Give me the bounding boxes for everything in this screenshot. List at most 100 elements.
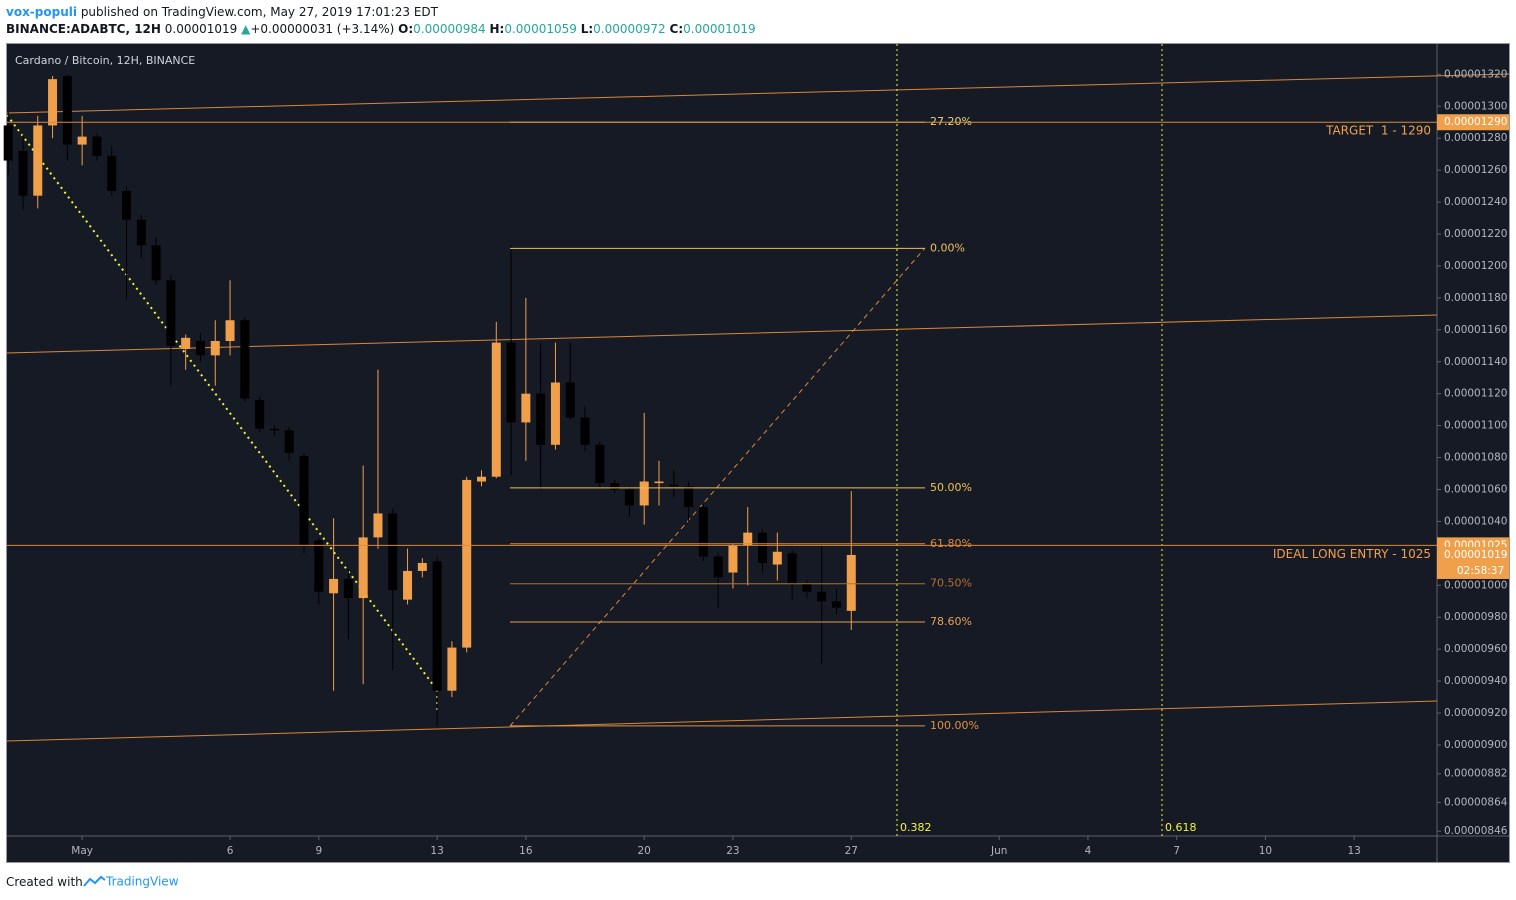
candle-body <box>299 455 309 546</box>
candle-body <box>329 578 339 594</box>
fib-label: 100.00% <box>930 719 979 732</box>
candle-body <box>802 583 812 592</box>
time-fib-label: 0.382 <box>900 821 932 834</box>
candle-body <box>758 532 768 563</box>
candle-body <box>33 125 43 196</box>
y-tick-label: 0.00001320 <box>1444 68 1507 80</box>
y-tick-label: 0.00001060 <box>1444 484 1507 496</box>
y-tick-label: 0.00001120 <box>1444 388 1507 400</box>
x-tick-label: 6 <box>227 845 234 857</box>
candle-body <box>122 190 132 220</box>
candle-body <box>314 540 324 592</box>
candle-body <box>48 79 58 126</box>
candle-body <box>3 125 13 161</box>
level-text: IDEAL LONG ENTRY - 1025 <box>1273 547 1431 561</box>
candle-body <box>610 483 620 490</box>
channel-top <box>6 73 1510 114</box>
fib-label: 0.00% <box>930 241 965 254</box>
candle-body <box>787 553 797 584</box>
y-tick-label: 0.00001000 <box>1444 579 1507 591</box>
x-tick-label: 20 <box>638 845 651 857</box>
candle-body <box>728 545 738 573</box>
y-tick-label: 0.00001100 <box>1444 420 1507 432</box>
fib-label: 50.00% <box>930 481 972 494</box>
published: published on TradingView.com, May 27, 20… <box>81 5 439 19</box>
time-fib-label: 0.618 <box>1165 821 1197 834</box>
candle-body <box>846 554 856 611</box>
author: vox-populi <box>6 5 77 19</box>
x-tick-label: 9 <box>315 845 322 857</box>
candle-body <box>595 444 605 484</box>
channel-bottom <box>6 700 1438 742</box>
y-tick-label: 0.00001040 <box>1444 515 1507 527</box>
last-price-tag <box>1437 546 1509 579</box>
x-tick-label: 13 <box>1347 845 1360 857</box>
candle-body <box>240 320 250 399</box>
symbol: BINANCE:ADABTC, 12H <box>6 22 161 36</box>
price-tag-label: 0.00001290 <box>1444 116 1507 128</box>
candle-body <box>669 484 679 487</box>
y-tick-label: 0.00001260 <box>1444 164 1507 176</box>
change: +0.00000031 (+3.14%) <box>250 22 394 36</box>
x-tick-label: 16 <box>519 845 533 857</box>
candle-body <box>388 513 398 591</box>
candle-body <box>565 382 575 418</box>
ohlc-line: BINANCE:ADABTC, 12H 0.00001019 ▲+0.00000… <box>6 22 756 36</box>
price-tag <box>1437 114 1509 131</box>
y-tick-label: 0.00000900 <box>1444 739 1507 751</box>
candle-body <box>713 556 723 578</box>
candle-body <box>521 393 531 423</box>
last-price: 0.00001019 <box>165 22 238 36</box>
candle-body <box>580 417 590 445</box>
c-value: 0.00001019 <box>683 22 756 36</box>
candle-body <box>491 342 501 477</box>
y-tick-label: 0.00001300 <box>1444 100 1507 112</box>
candle-body <box>654 481 664 484</box>
fib-label: 70.50% <box>930 577 972 590</box>
candle-body <box>136 219 146 246</box>
y-tick-label: 0.00001220 <box>1444 228 1507 240</box>
candle-body <box>358 537 368 599</box>
candle-body <box>62 75 72 145</box>
candle-body <box>373 513 383 538</box>
candle-body <box>107 155 117 191</box>
y-tick-label: 0.00001080 <box>1444 452 1507 464</box>
candle-body <box>506 342 516 423</box>
candle-body <box>225 320 235 341</box>
fib-label: 61.80% <box>930 537 972 550</box>
candle-body <box>77 136 87 145</box>
h-value: 0.00001059 <box>504 22 577 36</box>
candle-body <box>284 430 294 453</box>
h-label: H: <box>490 22 505 36</box>
y-tick-label: 0.00001200 <box>1444 260 1507 272</box>
y-tick-label: 0.00001280 <box>1444 132 1507 144</box>
up-arrow: ▲ <box>241 22 251 36</box>
candle-body <box>536 393 546 445</box>
candle-body <box>432 561 442 691</box>
chart-frame <box>6 43 1510 863</box>
candle-body <box>698 507 708 557</box>
brand: TradingView <box>105 875 179 889</box>
countdown: 02:58:37 <box>1457 565 1504 577</box>
candle-body <box>269 428 279 431</box>
fib-label: 78.60% <box>930 615 972 628</box>
y-tick-label: 0.00000882 <box>1444 768 1507 780</box>
candle-body <box>772 551 782 565</box>
logo <box>83 875 106 887</box>
y-tick-label: 0.00000846 <box>1444 825 1508 837</box>
candle-body <box>151 245 161 281</box>
x-tick-label: 4 <box>1085 845 1092 857</box>
footer: Created with <box>6 875 83 889</box>
published-line: vox-populi published on TradingView.com,… <box>6 5 439 19</box>
x-tick-label: 10 <box>1259 845 1272 857</box>
x-tick-label: Jun <box>990 845 1007 857</box>
chart-title: Cardano / Bitcoin, 12H, BINANCE <box>15 54 195 67</box>
c-label: C: <box>670 22 684 36</box>
l-label: L: <box>581 22 593 36</box>
x-tick-label: 13 <box>430 845 443 857</box>
candle-body <box>195 341 205 356</box>
fib-trend <box>509 247 926 727</box>
candle-body <box>743 532 753 546</box>
candle-body <box>255 400 265 429</box>
